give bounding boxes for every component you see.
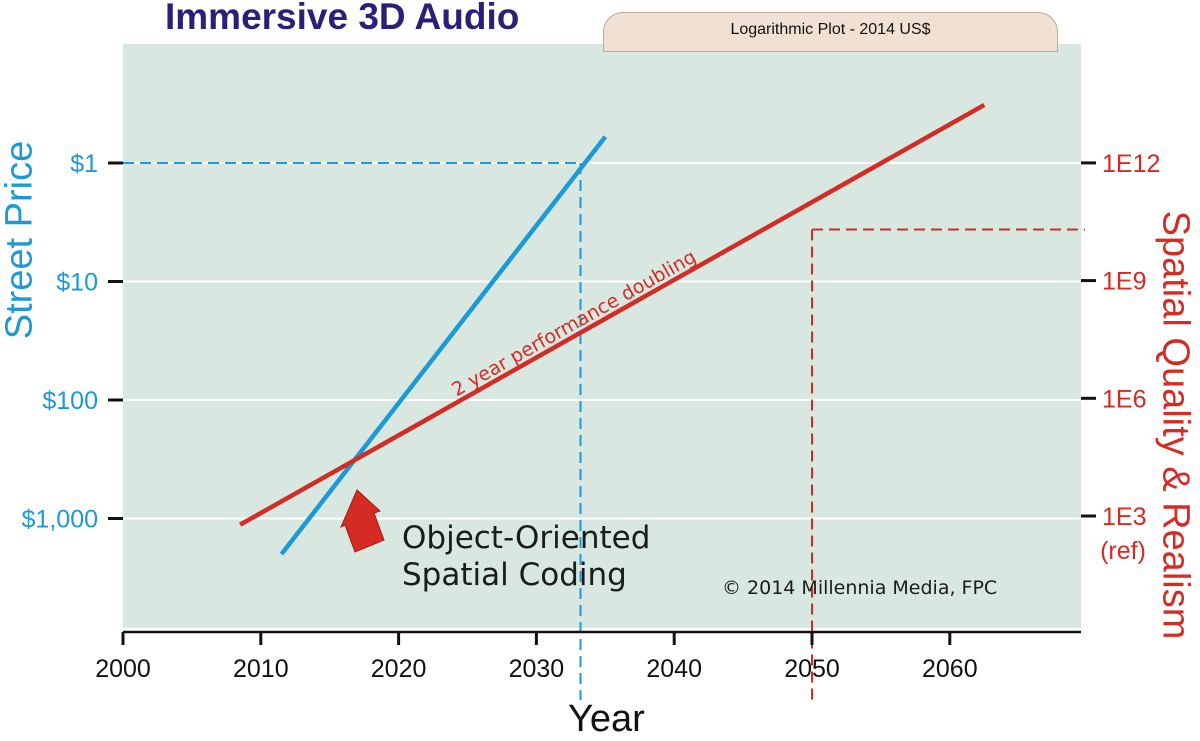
reference-lines xyxy=(123,162,1085,700)
right-tick-label: 1E12 xyxy=(1102,150,1160,178)
chart-title: Immersive 3D Audio xyxy=(165,0,520,37)
x-tick-label: 2050 xyxy=(784,655,840,683)
left-tick-label: $1 xyxy=(70,150,98,178)
x-tick-label: 2060 xyxy=(922,655,978,683)
annotation-text: Object-Oriented Spatial Coding xyxy=(402,520,650,594)
x-tick-label: 2030 xyxy=(509,655,565,683)
annotation-line-2: Spatial Coding xyxy=(402,557,627,593)
right-tick-label: 1E6 xyxy=(1102,385,1146,413)
right-tick-label: 1E9 xyxy=(1102,268,1146,296)
arrow-shape xyxy=(339,489,385,553)
left-tick-label: $100 xyxy=(42,387,98,415)
street-price-line xyxy=(279,135,608,556)
axes xyxy=(108,161,1096,645)
right-tick-label: 1E3 xyxy=(1102,503,1146,531)
right-axis-ref-note: (ref) xyxy=(1100,537,1146,565)
tick-labels: $1 $10 $100 $1,000 1E3 1E6 1E9 1E12 2000 2010 2020… xyxy=(22,150,1161,683)
plot-subtitle-tab: Logarithmic Plot - 2014 US$ xyxy=(603,12,1058,52)
left-tick-label: $1,000 xyxy=(22,506,98,534)
annotation-arrow xyxy=(339,489,385,553)
right-y-axis-title: Spatial Quality & Realism xyxy=(1154,210,1197,640)
series-lines xyxy=(239,102,986,556)
performance-doubling-line xyxy=(239,102,986,527)
left-tick-label: $10 xyxy=(56,269,98,297)
left-y-axis-title: Street Price xyxy=(0,140,41,340)
annotation-line-1: Object-Oriented xyxy=(402,520,651,556)
x-tick-label: 2040 xyxy=(646,655,702,683)
x-tick-label: 2020 xyxy=(371,655,427,683)
x-tick-label: 2010 xyxy=(233,655,289,683)
x-tick-label: 2000 xyxy=(95,655,151,683)
copyright-text: © 2014 Millennia Media, FPC xyxy=(722,577,998,599)
x-axis-title: Year xyxy=(568,698,645,740)
